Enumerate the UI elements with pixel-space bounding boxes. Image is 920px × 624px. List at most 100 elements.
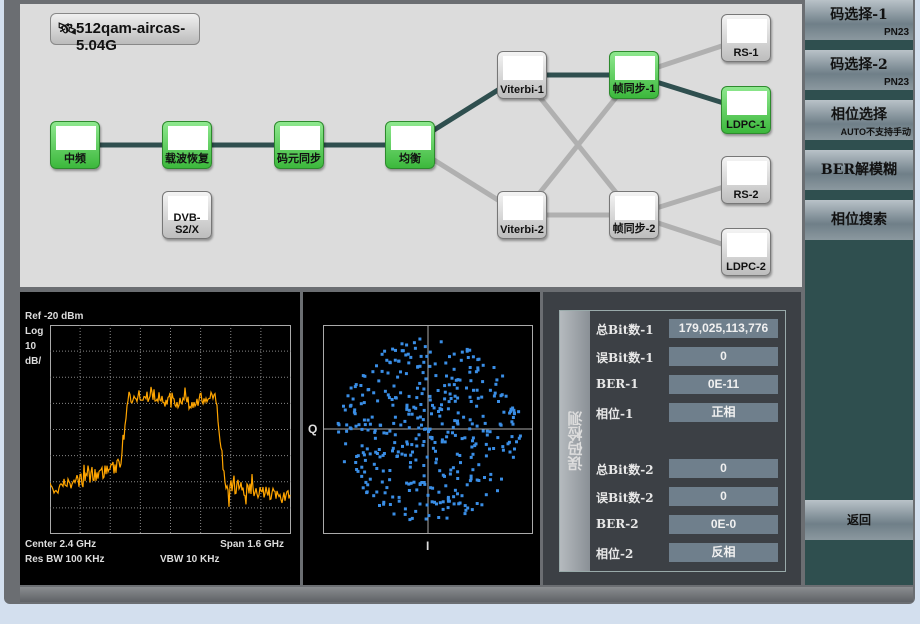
ber-ambiguity-button[interactable]: BER解模糊 <box>805 150 913 190</box>
constellation-point <box>489 472 493 476</box>
node-carrier-recovery[interactable]: 载波恢复 <box>162 121 212 169</box>
constellation-point <box>420 392 424 396</box>
constellation-point <box>419 354 423 358</box>
node-frame-sync-1[interactable]: 帧同步-1 <box>609 51 659 99</box>
signal-name-label[interactable]: 🛰 512qam-aircas-5.04G <box>50 13 200 54</box>
node-equalizer[interactable]: 均衡 <box>385 121 435 169</box>
constellation-point <box>475 478 479 482</box>
constellation-point <box>422 464 426 467</box>
constellation-point <box>468 370 472 374</box>
constellation-point <box>422 474 426 478</box>
constellation-point <box>393 358 397 362</box>
node-ldpc-1[interactable]: LDPC-1 <box>721 86 771 134</box>
ber-row: 总Bit数-1 179,025,113,776 <box>596 319 786 339</box>
constellation-point <box>363 470 367 474</box>
constellation-point <box>372 391 376 395</box>
constellation-point <box>359 384 363 387</box>
constellation-point <box>421 371 425 375</box>
constellation-point <box>428 398 432 402</box>
constellation-point <box>393 433 397 437</box>
node-viterbi-1[interactable]: Viterbi-1 <box>497 51 547 99</box>
constellation-point <box>511 416 515 419</box>
constellation-point <box>397 359 401 363</box>
constellation-point <box>374 450 378 454</box>
constellation-point <box>460 350 464 354</box>
node-viterbi-2[interactable]: Viterbi-2 <box>497 191 547 239</box>
constellation-point <box>414 406 418 410</box>
constellation-point <box>492 394 496 398</box>
constellation-point <box>468 479 472 483</box>
constellation-point <box>433 441 437 444</box>
ber-row-value: 正相 <box>669 403 778 422</box>
constellation-point <box>393 441 397 445</box>
constellation-point <box>362 401 366 405</box>
spectrum-thumbnail-icon <box>56 126 96 150</box>
constellation-point <box>440 440 444 444</box>
node-if[interactable]: 中频 <box>50 121 100 169</box>
constellation-point <box>438 501 442 505</box>
constellation-point <box>458 378 462 382</box>
constellation-point <box>485 433 489 437</box>
back-button[interactable]: 返回 <box>805 500 913 540</box>
waveform-thumbnail-icon <box>168 196 208 220</box>
constellation-point <box>460 494 464 498</box>
constellation-point <box>488 447 491 451</box>
constellation-point <box>492 447 496 450</box>
constellation-point <box>375 490 379 494</box>
constellation-point <box>466 506 470 510</box>
constellation-point <box>463 512 467 516</box>
constellation-point <box>472 388 475 392</box>
constellation-point <box>438 414 442 418</box>
constellation-point <box>387 396 391 400</box>
constellation-point <box>366 428 370 432</box>
constellation-point <box>425 455 429 459</box>
constellation-point <box>336 421 340 425</box>
constellation-point <box>363 423 367 427</box>
node-ldpc-2[interactable]: LDPC-2 <box>721 228 771 276</box>
phase-search-button[interactable]: 相位搜索 <box>805 200 913 240</box>
constellation-point <box>496 489 499 493</box>
constellation-point <box>407 426 411 430</box>
node-rs-2[interactable]: RS-2 <box>721 156 771 204</box>
node-frame-sync-2[interactable]: 帧同步-2 <box>609 191 659 239</box>
constellation-point <box>353 412 357 416</box>
constellation-point <box>458 501 462 505</box>
constellation-point <box>443 440 447 444</box>
constellation-point <box>471 468 475 472</box>
code-select-2-button[interactable]: 码选择-2 PN23 <box>805 50 913 90</box>
node-rs-1[interactable]: RS-1 <box>721 14 771 62</box>
constellation-point <box>471 452 475 456</box>
constellation-point <box>447 383 451 387</box>
constellation-point <box>363 374 367 378</box>
constellation-point <box>456 422 460 426</box>
constellation-point <box>404 353 408 357</box>
ber-row-value: 0 <box>669 347 778 366</box>
constellation-point <box>386 393 390 397</box>
constellation-point <box>428 364 432 368</box>
constellation-point <box>423 482 427 486</box>
constellation-point <box>468 348 472 352</box>
constellation-point <box>425 354 429 358</box>
constellation-point <box>423 345 427 349</box>
ber-row: 相位-2 反相 <box>596 543 786 563</box>
constellation-point <box>407 412 411 416</box>
constellation-point <box>471 355 475 359</box>
constellation-point <box>434 449 437 453</box>
node-symbol-sync[interactable]: 码元同步 <box>274 121 324 169</box>
node-dvb-s2x[interactable]: DVB-S2/X <box>162 191 212 239</box>
sidebar: 码选择-1 PN23 码选择-2 PN23 相位选择 AUTO不支持手动 BER解模糊… <box>805 0 913 585</box>
constellation-point <box>394 396 397 400</box>
constellation-point <box>383 389 387 393</box>
constellation-point <box>436 389 440 392</box>
phase-select-button[interactable]: 相位选择 AUTO不支持手动 <box>805 100 913 140</box>
constellation-point <box>371 370 375 374</box>
constellation-point <box>465 349 469 353</box>
constellation-point <box>501 374 505 378</box>
code-select-1-button[interactable]: 码选择-1 PN23 <box>805 0 913 40</box>
i-axis-label: I <box>426 539 430 553</box>
constellation-point <box>473 444 477 448</box>
center-freq: Center 2.4 GHz <box>25 539 97 550</box>
constellation-point <box>411 450 414 454</box>
constellation-point <box>475 388 479 392</box>
constellation-point <box>469 477 473 481</box>
